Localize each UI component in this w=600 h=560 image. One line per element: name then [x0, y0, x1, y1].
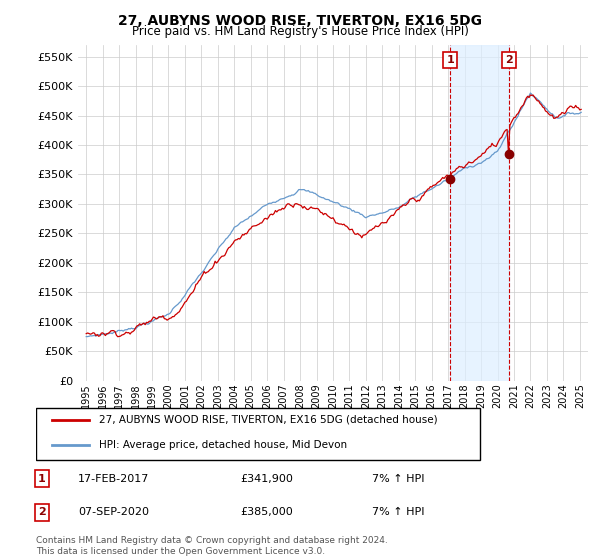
Text: HPI: Average price, detached house, Mid Devon: HPI: Average price, detached house, Mid …: [100, 440, 347, 450]
Text: £385,000: £385,000: [240, 507, 293, 517]
Text: 7% ↑ HPI: 7% ↑ HPI: [372, 474, 425, 484]
Text: Contains HM Land Registry data © Crown copyright and database right 2024.
This d: Contains HM Land Registry data © Crown c…: [36, 536, 388, 556]
Text: £341,900: £341,900: [240, 474, 293, 484]
Text: 2: 2: [505, 55, 513, 65]
FancyBboxPatch shape: [36, 408, 479, 460]
Bar: [450, 45, 509, 381]
Text: 1: 1: [446, 55, 454, 65]
Text: 27, AUBYNS WOOD RISE, TIVERTON, EX16 5DG: 27, AUBYNS WOOD RISE, TIVERTON, EX16 5DG: [118, 14, 482, 28]
Text: 27, AUBYNS WOOD RISE, TIVERTON, EX16 5DG (detached house): 27, AUBYNS WOOD RISE, TIVERTON, EX16 5DG…: [100, 415, 438, 425]
Text: 07-SEP-2020: 07-SEP-2020: [78, 507, 149, 517]
Text: 17-FEB-2017: 17-FEB-2017: [78, 474, 149, 484]
Text: 1: 1: [38, 474, 46, 484]
Text: Price paid vs. HM Land Registry's House Price Index (HPI): Price paid vs. HM Land Registry's House …: [131, 25, 469, 38]
Text: 2: 2: [38, 507, 46, 517]
Text: 7% ↑ HPI: 7% ↑ HPI: [372, 507, 425, 517]
